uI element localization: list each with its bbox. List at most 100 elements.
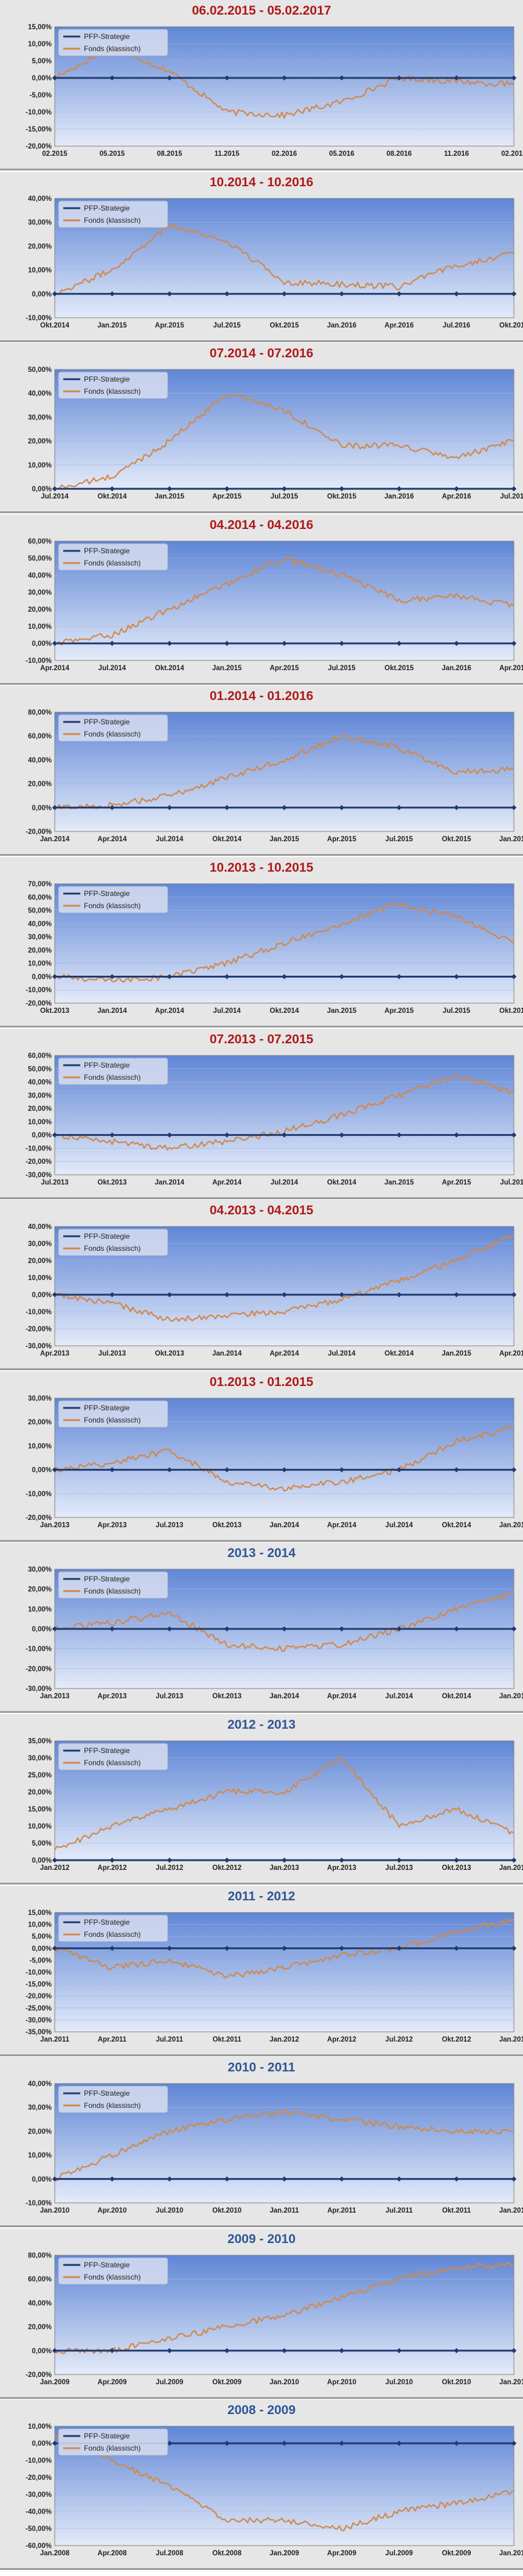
chart-svg: 30,00%20,00%10,00%0,00%-10,00%-20,00%Jan…	[26, 1395, 523, 1529]
x-tick-label: Okt.2014	[97, 493, 127, 500]
legend-box	[58, 1914, 168, 1942]
y-tick-label: -10,00%	[26, 315, 52, 322]
y-tick-label: -20,00%	[26, 2474, 52, 2482]
y-tick-label: 0,00%	[32, 1132, 52, 1139]
y-tick-label: 0,00%	[32, 2440, 52, 2448]
y-tick-label: 30,00%	[28, 219, 52, 226]
strategy-point	[167, 1292, 172, 1298]
x-tick-label: Jan.2015	[499, 1693, 523, 1700]
y-tick-label: -10,00%	[26, 1646, 52, 1653]
chart-title: 01.2013 - 01.2015	[209, 1375, 314, 1389]
legend-fund-label: Fonds (klassisch)	[84, 730, 140, 738]
x-tick-label: Jan.2011	[499, 2379, 523, 2386]
y-tick-label: 0,00%	[32, 1945, 52, 1953]
fund-series-line	[54, 1426, 514, 1492]
x-tick-label: Jul.2013	[386, 1864, 413, 1872]
strategy-point	[224, 640, 230, 646]
x-tick-label: Okt.2014	[442, 1693, 472, 1700]
y-tick-label: 20,00%	[28, 1419, 52, 1426]
legend-box	[58, 886, 168, 914]
legend: PFP-Strategie Fonds (klassisch)	[58, 1057, 168, 1085]
x-tick-label: Okt.2008	[212, 2550, 242, 2557]
x-tick-label: Jul.2009	[156, 2379, 183, 2386]
x-tick-label: Jul.2012	[156, 1864, 183, 1872]
x-tick-label: Jan.2012	[499, 2207, 523, 2214]
chart-svg: 70,00% 60,00% 50,00% 40,00% 30,00% 20,00% 10,0…	[26, 881, 523, 1015]
legend-box	[58, 1571, 168, 1599]
y-tick-label: -10,00%	[26, 1491, 52, 1498]
x-tick-label: Apr.2013	[327, 1864, 356, 1872]
strategy-point	[167, 291, 172, 297]
legend-strategy-label: PFP-Strategie	[84, 2261, 130, 2269]
strategy-point	[224, 1626, 230, 1632]
chart-svg: 50,00%40,00%30,00%20,00%10,00%0,00%Jul.2…	[28, 366, 523, 500]
chart-panel: 04.2014 - 04.2016 60,00% 50,00% 40,00% 30,00…	[0, 514, 523, 685]
legend-box	[58, 2257, 168, 2285]
strategy-point	[224, 2440, 230, 2446]
y-tick-label: 15,00%	[28, 1806, 52, 1813]
x-tick-label: Apr.2016	[499, 665, 523, 672]
y-tick-label: 40,00%	[28, 1079, 52, 1087]
y-tick-label: 20,00%	[28, 1789, 52, 1796]
strategy-point	[167, 2440, 172, 2446]
y-tick-label: 10,00%	[28, 1922, 52, 1929]
strategy-point	[282, 291, 287, 297]
y-tick-label: 5,00%	[32, 1933, 52, 1941]
x-tick-label: Okt.2013	[155, 1350, 184, 1357]
y-tick-label: 80,00%	[28, 2252, 52, 2259]
legend-strategy-label: PFP-Strategie	[84, 1746, 130, 1755]
x-tick-label: Jan.2010	[40, 2207, 70, 2214]
x-tick-label: Jul.2016	[500, 493, 523, 500]
y-tick-label: 20,00%	[28, 781, 52, 788]
strategy-point	[224, 805, 230, 811]
chart-panel: 01.2014 - 01.2016 80,00% 60,00% 40,00% 20,00…	[0, 685, 523, 856]
legend: PFP-Strategie Fonds (klassisch)	[58, 2428, 168, 2456]
y-tick-label: 30,00%	[28, 1566, 52, 1573]
chart-svg: 40,00%30,00%20,00%10,00%0,00%-10,00%Okt.…	[26, 195, 523, 329]
strategy-point	[282, 1857, 287, 1863]
y-tick-label: -10,00%	[26, 2200, 52, 2207]
y-tick-label: 40,00%	[28, 2081, 52, 2088]
strategy-point	[52, 1132, 58, 1138]
y-tick-label: 15,00%	[28, 24, 52, 31]
x-tick-label: Jan.2016	[442, 665, 471, 672]
strategy-point	[52, 75, 58, 81]
x-tick-label: Jul.2014	[41, 493, 69, 500]
y-tick-label: 60,00%	[28, 894, 52, 901]
fund-series-line	[54, 2434, 514, 2532]
y-tick-label: -40,00%	[26, 2508, 52, 2516]
x-tick-label: Jan.2014	[269, 1693, 299, 1700]
x-tick-label: Apr.2010	[97, 2207, 126, 2214]
legend-fund-label: Fonds (klassisch)	[84, 559, 140, 567]
chart-title: 06.02.2015 - 05.02.2017	[192, 4, 331, 18]
legend-strategy-label: PFP-Strategie	[84, 2089, 130, 2098]
x-tick-label: Jan.2014	[40, 836, 70, 843]
legend-strategy-label: PFP-Strategie	[84, 1918, 130, 1927]
y-tick-label: 20,00%	[28, 1258, 52, 1265]
legend-box	[58, 1057, 168, 1085]
x-tick-label: Jul.2014	[271, 1179, 299, 1186]
chart-panel: 2010 - 2011 40,00% 30,00% 20,00% 10,00% 0,00%…	[0, 2057, 523, 2227]
x-tick-label: Okt.2016	[499, 322, 523, 329]
x-tick-label: Jan.2008	[40, 2550, 70, 2557]
strategy-point	[224, 1292, 230, 1298]
x-tick-label: Jul.2012	[386, 2036, 413, 2043]
y-tick-label: 10,00%	[28, 1823, 52, 1830]
fund-series-line	[54, 1592, 514, 1652]
x-tick-label: Apr.2011	[98, 2036, 127, 2043]
x-tick-label: Okt.2014	[327, 1179, 357, 1186]
x-tick-label: Okt.2015	[442, 836, 472, 843]
chart-panel: 07.2013 - 07.2015 60,00% 50,00% 40,00% 30,00…	[0, 1029, 523, 1199]
chart-svg: 30,00% 20,00% 10,00% 0,00% -10,00% -20,00% -30…	[26, 1566, 523, 1700]
legend-fund-label: Fonds (klassisch)	[84, 1587, 140, 1595]
chart-svg: 35,00% 30,00% 25,00% 20,00% 15,00% 10,00% 5,00…	[28, 1738, 523, 1872]
y-tick-label: 0,00%	[32, 1292, 52, 1299]
y-tick-label: 30,00%	[28, 934, 52, 941]
y-tick-label: 10,00%	[28, 2423, 52, 2431]
strategy-point	[282, 805, 287, 811]
x-tick-label: Jul.2015	[386, 836, 414, 843]
x-tick-label: Jul.2016	[443, 322, 470, 329]
x-tick-label: Jan.2012	[269, 2036, 299, 2043]
x-tick-label: Jul.2014	[99, 665, 126, 672]
strategy-point	[167, 640, 172, 646]
